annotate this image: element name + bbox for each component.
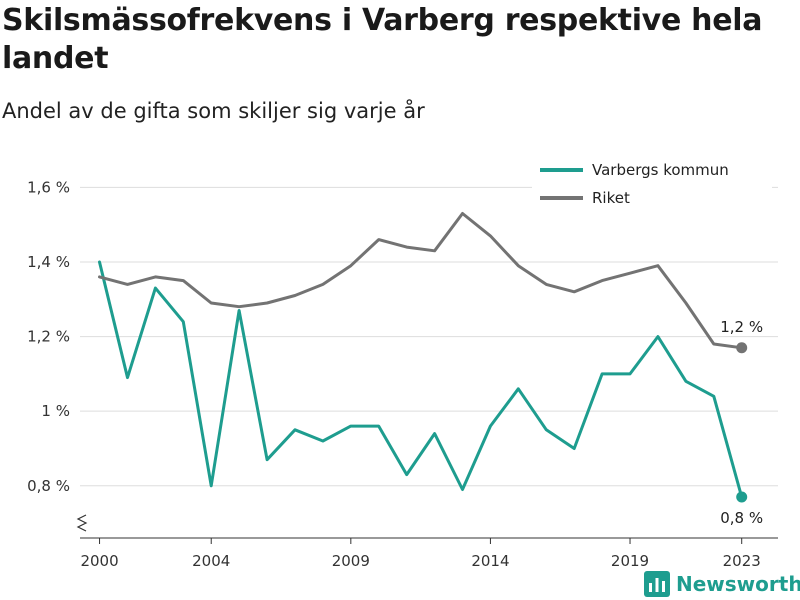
chart-title: Skilsmässofrekvens i Varberg respektive … [2,3,763,76]
y-axis-labels: 0,8 % 1 % 1,2 % 1,4 % 1,6 % [27,178,70,494]
legend-label: Varbergs kommun [592,161,729,179]
end-point-marker [736,342,748,354]
y-tick-label: 1,4 % [27,253,70,271]
axis-break-icon [76,514,88,532]
x-tick-label: 2014 [471,552,509,570]
y-tick-label: 0,8 % [27,477,70,495]
bar-chart-icon [644,571,670,597]
y-tick-label: 1,2 % [27,328,70,346]
end-value-label: 0,8 % [720,509,763,527]
x-axis-labels: 2000 2004 2009 2014 2019 2023 [80,538,761,570]
legend-label: Riket [592,189,630,207]
x-axis [76,514,778,539]
x-tick-label: 2019 [611,552,649,570]
brand-name: Newsworthy [676,572,800,596]
series-lines: 0,8 % 1,2 % [98,212,763,527]
series-line [98,260,744,499]
x-tick-label: 2009 [332,552,370,570]
end-point-marker [736,491,748,503]
x-tick-label: 2004 [192,552,230,570]
brand-logo: Newsworthy [644,568,800,600]
y-tick-label: 1 % [41,402,70,420]
x-tick-label: 2023 [723,552,761,570]
y-tick-label: 1,6 % [27,178,70,196]
legend: Varbergs kommun Riket [532,156,772,214]
legend-background [532,156,772,214]
end-value-label: 1,2 % [720,318,763,336]
series-line [98,212,744,350]
chart-subtitle: Andel av de gifta som skiljer sig varje … [2,99,425,123]
x-tick-label: 2000 [80,552,118,570]
